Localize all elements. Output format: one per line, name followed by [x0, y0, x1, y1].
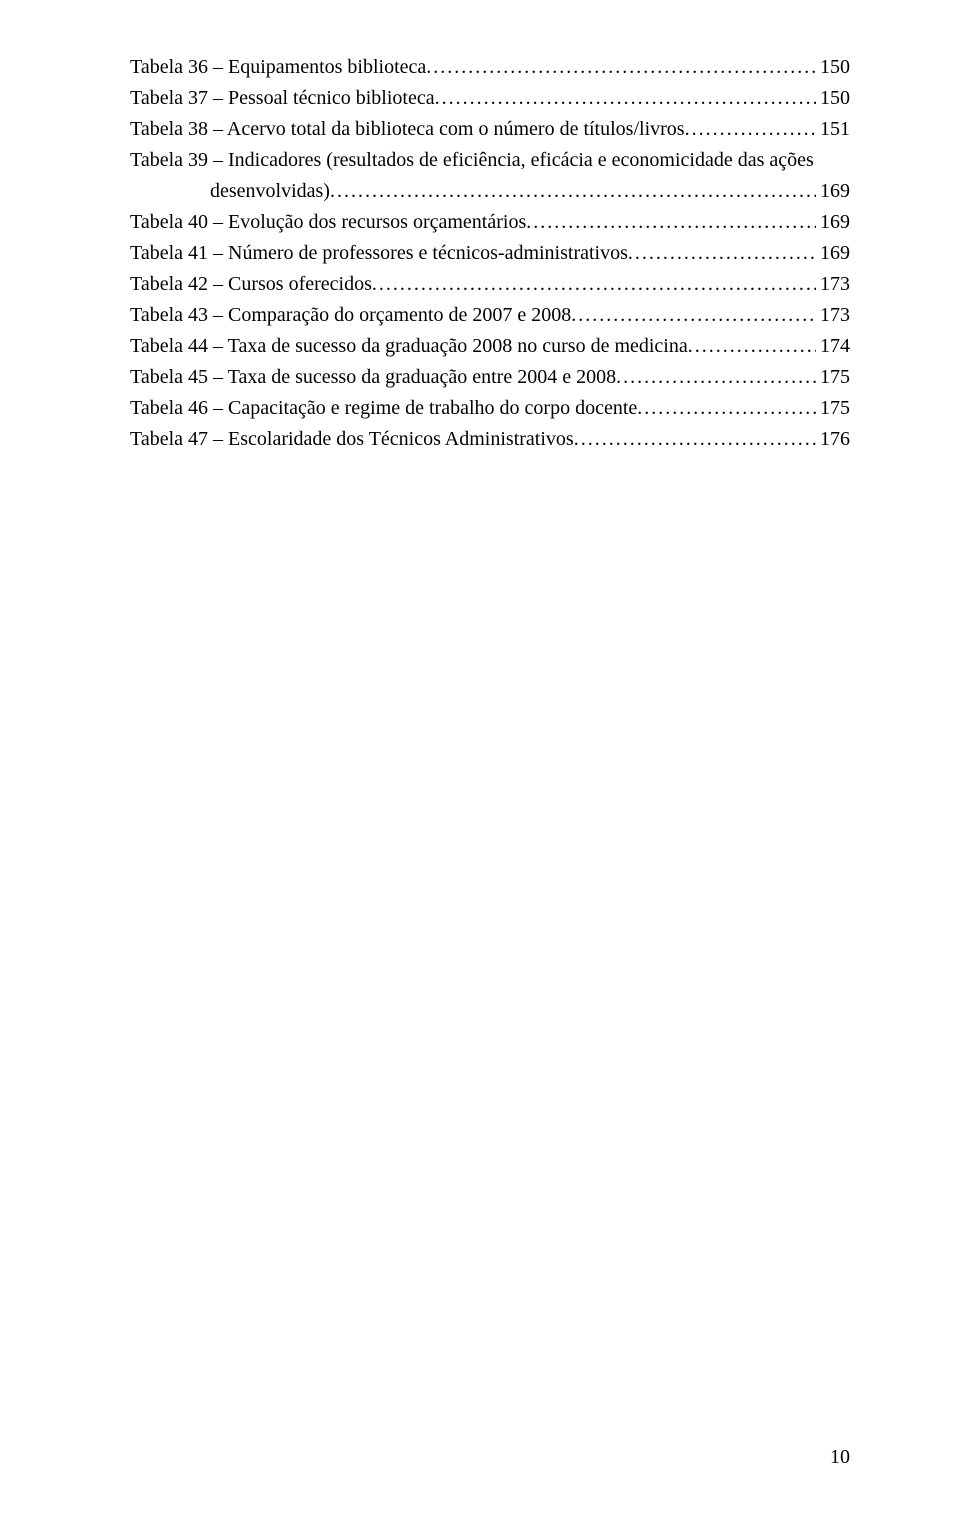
toc-leader-dots	[685, 114, 816, 145]
toc-entry-page: 169	[816, 176, 850, 207]
toc-entry-page: 169	[816, 207, 850, 238]
toc-entry-page: 151	[816, 114, 850, 145]
page-number: 10	[830, 1446, 850, 1469]
toc-entry: Tabela 45 – Taxa de sucesso da graduação…	[130, 362, 850, 393]
toc-entry-label: Tabela 44 – Taxa de sucesso da graduação…	[130, 331, 688, 362]
toc-entry-page: 175	[816, 362, 850, 393]
toc-leader-dots	[628, 238, 816, 269]
toc-entry-page: 176	[816, 424, 850, 455]
toc-entry: Tabela 38 – Acervo total da biblioteca c…	[130, 114, 850, 145]
toc-entry-label: Tabela 36 – Equipamentos biblioteca	[130, 52, 426, 83]
toc-entry: Tabela 43 – Comparação do orçamento de 2…	[130, 300, 850, 331]
toc-entry: Tabela 46 – Capacitação e regime de trab…	[130, 393, 850, 424]
toc-entry-label: Tabela 46 – Capacitação e regime de trab…	[130, 393, 637, 424]
toc-entry-label: Tabela 47 – Escolaridade dos Técnicos Ad…	[130, 424, 574, 455]
toc-leader-dots	[372, 269, 816, 300]
table-of-contents: Tabela 36 – Equipamentos biblioteca150Ta…	[130, 52, 850, 455]
toc-entry-page: 175	[816, 393, 850, 424]
toc-entry-page: 173	[816, 269, 850, 300]
toc-entry-label: Tabela 42 – Cursos oferecidos	[130, 269, 372, 300]
toc-entry-page: 150	[816, 83, 850, 114]
toc-entry-page: 150	[816, 52, 850, 83]
toc-entry: Tabela 40 – Evolução dos recursos orçame…	[130, 207, 850, 238]
toc-entry-page: 173	[816, 300, 850, 331]
toc-entry: Tabela 47 – Escolaridade dos Técnicos Ad…	[130, 424, 850, 455]
toc-leader-dots	[637, 393, 816, 424]
toc-entry-label: Tabela 41 – Número de professores e técn…	[130, 238, 628, 269]
toc-entry: Tabela 37 – Pessoal técnico biblioteca 15…	[130, 83, 850, 114]
toc-leader-dots	[330, 176, 816, 207]
toc-entry-label: Tabela 38 – Acervo total da biblioteca c…	[130, 114, 685, 145]
toc-entry-label: Tabela 39 – Indicadores (resultados de e…	[130, 145, 814, 176]
toc-leader-dots	[571, 300, 816, 331]
toc-entry: desenvolvidas) 169	[130, 176, 850, 207]
toc-entry-label: Tabela 45 – Taxa de sucesso da graduação…	[130, 362, 616, 393]
document-page: Tabela 36 – Equipamentos biblioteca150Ta…	[0, 0, 960, 1515]
toc-leader-dots	[574, 424, 816, 455]
toc-leader-dots	[426, 52, 816, 83]
toc-leader-dots	[526, 207, 816, 238]
toc-leader-dots	[688, 331, 816, 362]
toc-leader-dots	[616, 362, 816, 393]
toc-leader-dots	[435, 83, 816, 114]
toc-entry: Tabela 39 – Indicadores (resultados de e…	[130, 145, 850, 176]
toc-entry-label: Tabela 40 – Evolução dos recursos orçame…	[130, 207, 526, 238]
toc-entry-label: Tabela 43 – Comparação do orçamento de 2…	[130, 300, 571, 331]
toc-entry-page: 174	[816, 331, 850, 362]
toc-entry-page: 169	[816, 238, 850, 269]
toc-entry: Tabela 42 – Cursos oferecidos 173	[130, 269, 850, 300]
toc-entry: Tabela 36 – Equipamentos biblioteca 150	[130, 52, 850, 83]
toc-entry-label: desenvolvidas)	[210, 176, 330, 207]
toc-entry: Tabela 44 – Taxa de sucesso da graduação…	[130, 331, 850, 362]
toc-entry-label: Tabela 37 – Pessoal técnico biblioteca	[130, 83, 435, 114]
toc-entry: Tabela 41 – Número de professores e técn…	[130, 238, 850, 269]
